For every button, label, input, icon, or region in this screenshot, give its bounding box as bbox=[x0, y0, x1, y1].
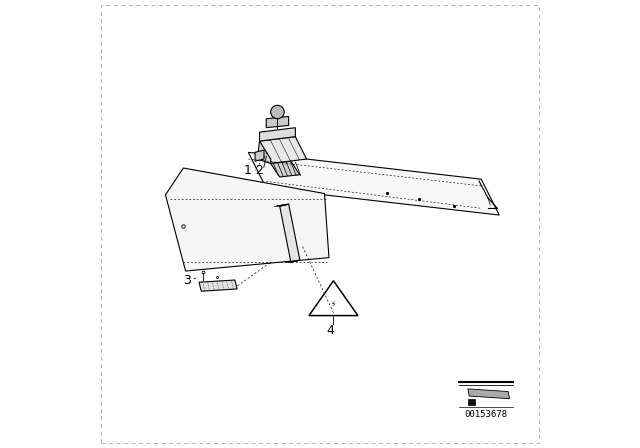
Polygon shape bbox=[468, 389, 509, 399]
Polygon shape bbox=[266, 116, 289, 128]
Text: 2: 2 bbox=[255, 164, 263, 177]
Polygon shape bbox=[468, 399, 475, 405]
Polygon shape bbox=[271, 161, 300, 177]
Polygon shape bbox=[165, 168, 329, 271]
Text: 1: 1 bbox=[244, 164, 252, 177]
Polygon shape bbox=[280, 204, 300, 262]
Polygon shape bbox=[260, 128, 296, 141]
Text: 00153678: 00153678 bbox=[464, 410, 508, 419]
Polygon shape bbox=[248, 152, 499, 215]
Polygon shape bbox=[257, 141, 271, 164]
Polygon shape bbox=[260, 137, 307, 164]
Polygon shape bbox=[255, 150, 264, 161]
Text: 3: 3 bbox=[184, 273, 191, 287]
Text: ⚡: ⚡ bbox=[331, 299, 336, 308]
Circle shape bbox=[271, 105, 284, 119]
Polygon shape bbox=[199, 280, 237, 291]
Text: 4: 4 bbox=[326, 324, 334, 337]
